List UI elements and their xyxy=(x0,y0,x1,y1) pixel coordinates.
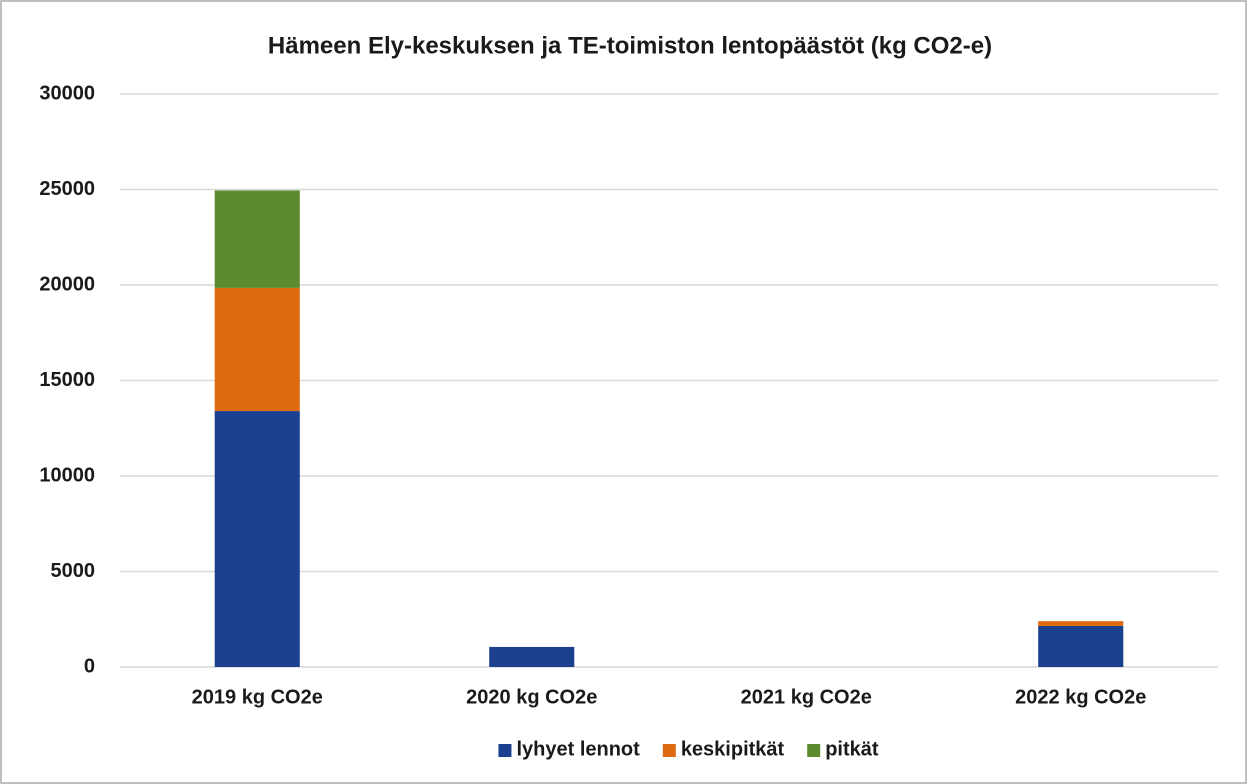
legend-label: pitkät xyxy=(825,738,879,760)
chart-title: Hämeen Ely-keskuksen ja TE-toimiston len… xyxy=(268,32,992,59)
bar-segment xyxy=(214,190,300,288)
legend-swatch xyxy=(807,744,821,757)
y-tick-label: 30000 xyxy=(39,82,95,104)
y-tick-label: 25000 xyxy=(39,178,95,200)
legend-swatch xyxy=(662,744,676,757)
y-tick-label: 5000 xyxy=(51,560,96,582)
x-tick-label: 2022 kg CO2e xyxy=(1015,686,1146,708)
x-tick-label: 2020 kg CO2e xyxy=(466,686,597,708)
x-tick-label: 2019 kg CO2e xyxy=(192,686,323,708)
y-tick-label: 10000 xyxy=(39,464,95,486)
y-tick-label: 20000 xyxy=(39,273,95,295)
legend-label: lyhyet lennot xyxy=(516,738,640,760)
bar-segment xyxy=(1038,621,1124,626)
bar-segment xyxy=(214,411,300,667)
bar-segment xyxy=(214,287,300,412)
y-tick-label: 0 xyxy=(84,655,95,677)
y-tick-label: 15000 xyxy=(39,369,95,391)
legend-swatch xyxy=(498,744,512,757)
bar-segment xyxy=(489,646,575,667)
x-tick-label: 2021 kg CO2e xyxy=(741,686,872,708)
legend-label: keskipitkät xyxy=(681,738,785,760)
bar-segment xyxy=(1038,625,1124,667)
